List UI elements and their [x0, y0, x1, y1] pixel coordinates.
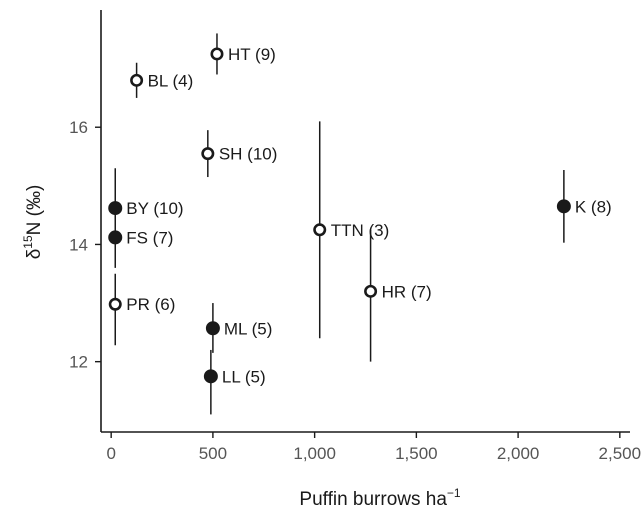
- filled-point-marker: [108, 230, 123, 245]
- open-point-marker: [364, 284, 378, 298]
- x-tick-label: 2,500: [599, 444, 642, 463]
- point-labels: HT (9) BL (4) SH (10) BY (10) FS (7) PR (6) TT…: [126, 45, 611, 386]
- x-tick-label: 0: [106, 444, 115, 463]
- y-ticks: 12 14 16: [69, 118, 101, 372]
- open-point-marker: [210, 47, 224, 61]
- x-axis-title: Puffin burrows ha−1: [299, 486, 461, 510]
- open-point-marker: [130, 73, 144, 87]
- y-tick-label: 14: [69, 235, 88, 254]
- x-ticks: 0 500 1,000 1,500 2,000 2,500: [106, 432, 641, 463]
- y-axis-title: δ15N (‰): [21, 185, 45, 260]
- point-label: K (8): [575, 197, 612, 216]
- x-tick-label: 2,000: [497, 444, 540, 463]
- point-label: FS (7): [126, 228, 173, 247]
- filled-point-marker: [203, 369, 218, 384]
- open-point-marker: [108, 297, 122, 311]
- point-label: HR (7): [382, 282, 432, 301]
- y-tick-label: 16: [69, 118, 88, 137]
- point-label: LL (5): [222, 367, 266, 386]
- data-points: [108, 47, 571, 384]
- open-point-marker: [201, 147, 215, 161]
- point-label: HT (9): [228, 45, 276, 64]
- point-label: BL (4): [148, 71, 194, 90]
- point-label: PR (6): [126, 295, 175, 314]
- point-label: BY (10): [126, 199, 183, 218]
- y-tick-label: 12: [69, 353, 88, 372]
- point-label: ML (5): [224, 319, 273, 338]
- filled-point-marker: [205, 321, 220, 336]
- point-label: TTN (3): [331, 221, 390, 240]
- filled-point-marker: [108, 201, 123, 216]
- filled-point-marker: [556, 199, 571, 214]
- x-tick-label: 500: [199, 444, 227, 463]
- x-tick-label: 1,000: [293, 444, 336, 463]
- x-tick-label: 1,500: [395, 444, 438, 463]
- point-label: SH (10): [219, 145, 278, 164]
- open-point-marker: [313, 223, 327, 237]
